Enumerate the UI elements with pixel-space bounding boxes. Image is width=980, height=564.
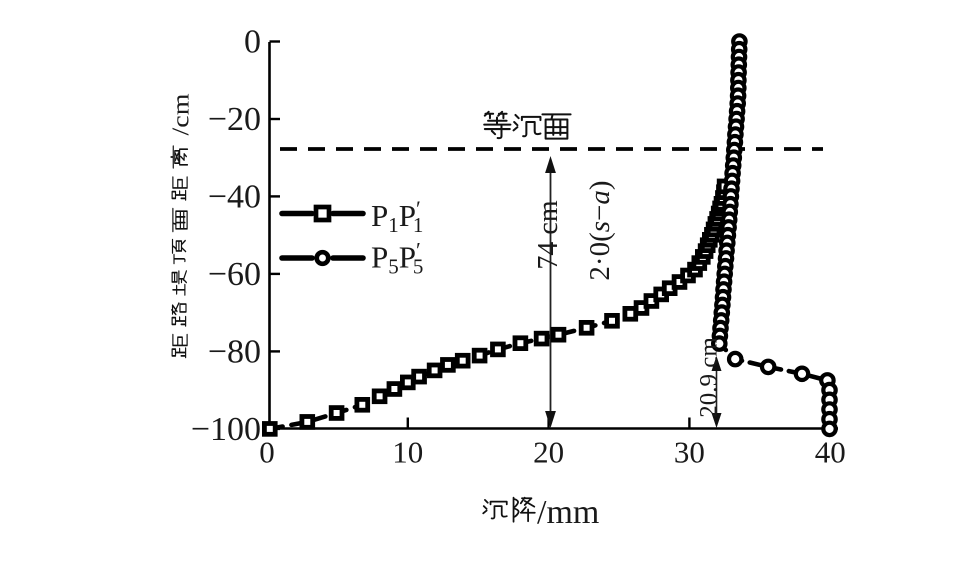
svg-text:−60: −60 (208, 256, 261, 293)
svg-text:10: 10 (392, 435, 423, 470)
svg-text:40: 40 (815, 435, 846, 470)
svg-text:−40: −40 (208, 178, 261, 215)
svg-text:2·0(s−a): 2·0(s−a) (584, 180, 616, 280)
svg-text:74 cm: 74 cm (533, 200, 564, 269)
svg-text:−20: −20 (208, 101, 261, 138)
svg-text:20.9 cm: 20.9 cm (696, 337, 723, 418)
svg-text:/cm: /cm (167, 93, 194, 135)
svg-text:−80: −80 (208, 333, 261, 370)
svg-text:0: 0 (244, 24, 261, 61)
svg-text:−100: −100 (191, 411, 261, 448)
svg-text:20: 20 (533, 435, 564, 470)
svg-text:/mm: /mm (537, 494, 599, 531)
svg-text:30: 30 (674, 435, 705, 470)
svg-text:0: 0 (259, 435, 275, 470)
